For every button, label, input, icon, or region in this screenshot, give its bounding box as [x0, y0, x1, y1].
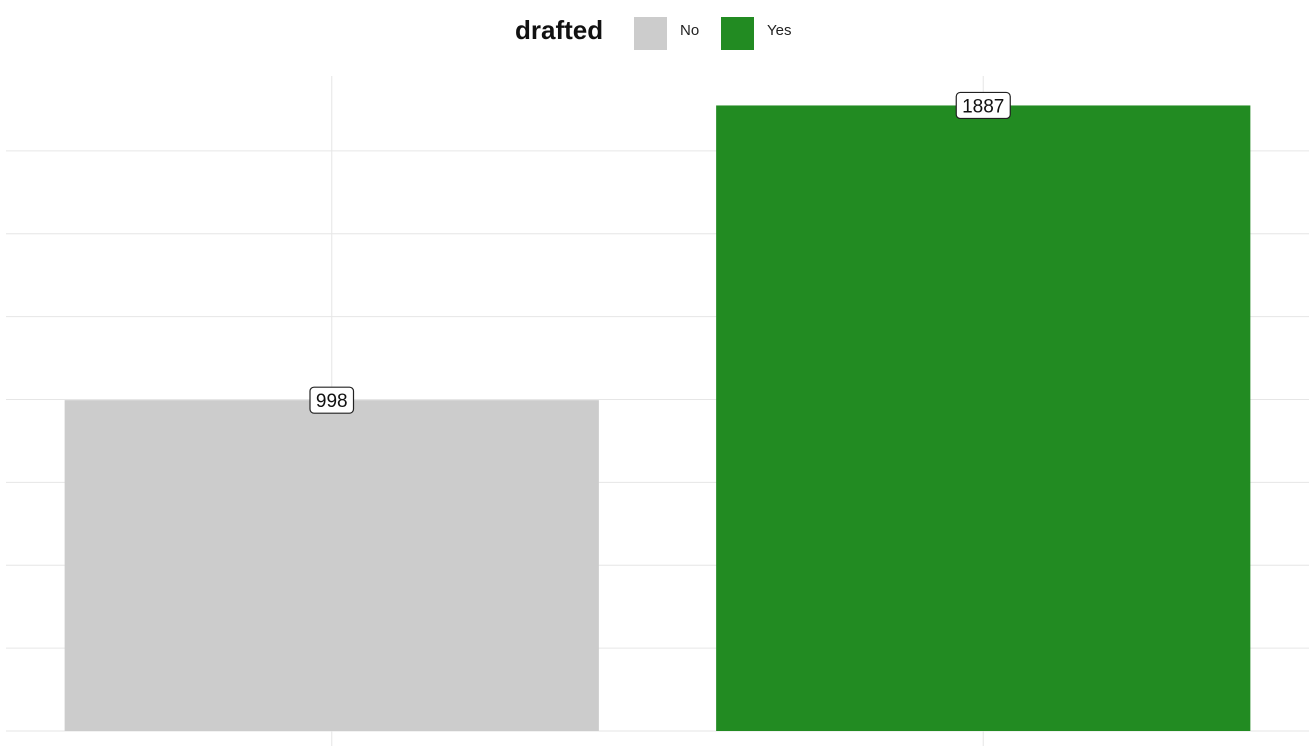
- legend-title: drafted: [515, 15, 604, 45]
- data-label-box: [309, 386, 355, 414]
- bar-yes: [716, 105, 1251, 732]
- legend-label-yes: Yes: [767, 22, 792, 39]
- data-label-box: [955, 91, 1011, 120]
- bar-no: [64, 400, 599, 731]
- legend-key-yes: [721, 17, 754, 50]
- legend-key-no: [634, 17, 667, 50]
- data-label: 998: [316, 391, 348, 412]
- legend-label-no: No: [680, 22, 700, 39]
- data-label: 1887: [962, 96, 1004, 117]
- legend: drafted No Yes: [0, 12, 1315, 50]
